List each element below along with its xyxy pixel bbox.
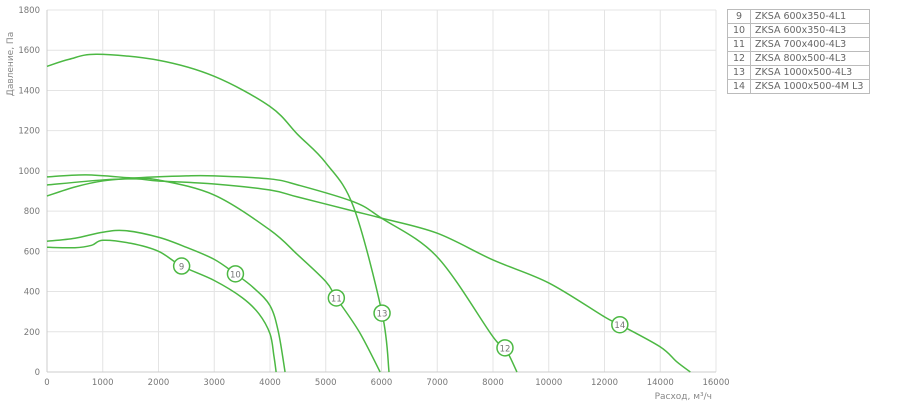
y-tick-label: 1000 [18,167,40,177]
y-tick-label: 1400 [18,86,40,96]
legend-number: 10 [727,23,751,38]
curve-label-text: 14 [614,321,625,331]
curve-label-text: 11 [331,294,342,304]
legend-model-name: ZKSA 600x350-4L1 [750,9,870,24]
x-tick-label: 5000 [315,378,337,388]
legend-number: 11 [727,37,751,52]
legend-model-name: ZKSA 700x400-4L3 [750,37,870,52]
x-tick-label: 0 [44,378,49,388]
legend-number: 14 [727,79,751,94]
curve-label-12: 12 [496,339,514,357]
y-tick-label: 0 [35,368,40,378]
curve-label-circle [373,304,391,322]
curve-9 [46,239,277,373]
legend-model-name: ZKSA 800x500-4L3 [750,51,870,66]
curve-label-text: 9 [179,263,184,273]
legend-row: 12 ZKSA 800x500-4L3 [727,51,870,66]
curve-12 [46,174,518,373]
curve-label-circle [172,257,191,275]
curve-14 [46,178,691,373]
x-tick-label: 6000 [371,378,393,388]
legend-row: 11 ZKSA 700x400-4L3 [727,37,870,52]
legend-number: 12 [727,51,751,66]
x-tick-label: 3000 [203,378,225,388]
x-tick-label: 1000 [92,378,114,388]
x-tick-label: 10000 [535,378,562,388]
x-tick-label: 16000 [702,378,729,388]
curve-11 [46,174,381,373]
curve-label-text: 13 [377,310,388,320]
legend-number: 9 [727,9,751,24]
x-tick-label: 8000 [482,378,504,388]
curve-label-circle [327,289,346,307]
legend-model-name: ZKSA 1000x500-4L3 [750,65,870,80]
x-tick-label: 7000 [426,378,448,388]
curve-label-text: 10 [230,270,241,280]
curve-label-10: 10 [226,265,245,283]
curve-label-circle [496,339,514,357]
legend-model-name: ZKSA 1000x500-4M L3 [750,79,870,94]
y-tick-label: 200 [24,328,40,338]
legend-number: 13 [727,65,751,80]
curve-label-9: 9 [172,257,191,275]
legend-row: 10 ZKSA 600x350-4L3 [727,23,870,38]
y-tick-label: 1800 [18,6,40,16]
legend-row: 14 ZKSA 1000x500-4M L3 [727,79,870,94]
curve-labels: 9 10 11 12 13 14 [172,257,629,357]
y-axis-label: Давление, Па [6,32,16,96]
legend-model-name: ZKSA 600x350-4L3 [750,23,870,38]
y-tick-label: 800 [24,207,40,217]
curve-label-circle [226,265,245,283]
y-tick-label: 400 [24,288,40,298]
x-tick-label: 4000 [259,378,281,388]
x-axis-label: Расход, м³/ч [655,392,712,402]
y-tick-labels: 0 200 400 600 800 1000 1200 1400 1600 1800 [18,6,40,378]
legend-table: 9 ZKSA 600x350-4L1 10 ZKSA 600x350-4L3 11 ZKS… [727,9,870,94]
x-tick-label: 14000 [647,378,674,388]
legend-row: 13 ZKSA 1000x500-4L3 [727,65,870,80]
y-tick-label: 1200 [18,127,40,137]
curve-10 [46,229,286,373]
curves [46,53,691,373]
x-tick-label: 12000 [591,378,618,388]
curve-label-13: 13 [373,304,391,322]
curve-label-text: 12 [500,344,511,354]
y-tick-label: 1600 [18,46,40,56]
curve-label-14: 14 [611,315,629,334]
curve-13 [46,53,390,373]
x-tick-label: 2000 [148,378,170,388]
grid [46,9,717,373]
legend-row: 9 ZKSA 600x350-4L1 [727,9,870,24]
y-tick-label: 600 [24,247,40,257]
curve-label-11: 11 [327,289,346,307]
x-tick-labels: 0 1000 2000 3000 4000 5000 6000 7000 8000 10000 12… [44,378,729,388]
curve-label-circle [611,315,629,334]
